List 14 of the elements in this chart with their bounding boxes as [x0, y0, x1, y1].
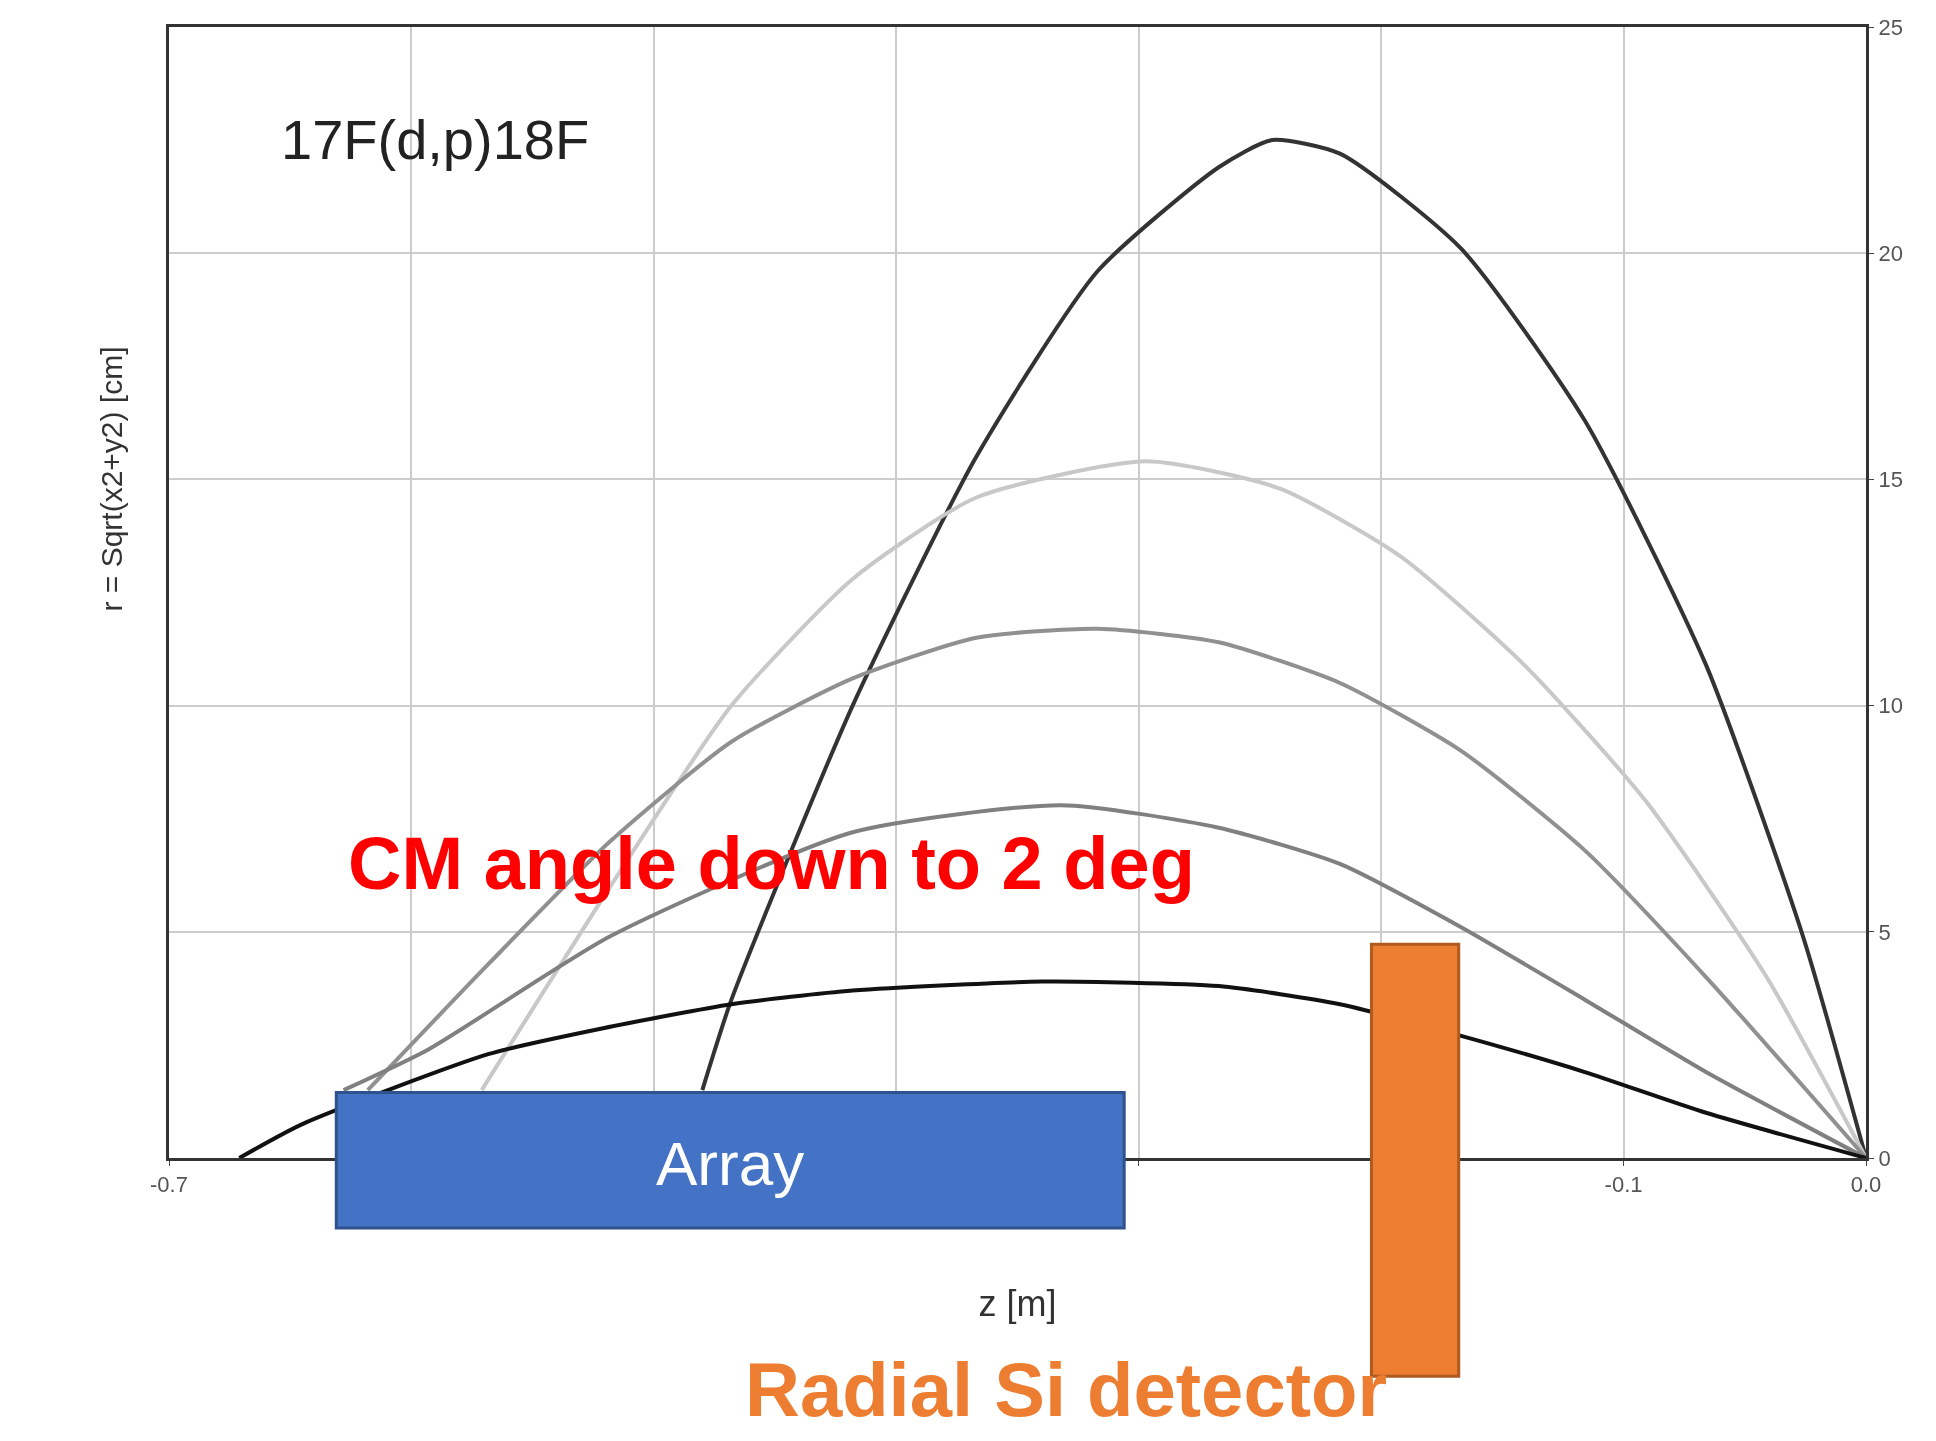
y-tick-label: 20 — [1878, 240, 1903, 266]
text: 17F(d,p)18F — [281, 108, 590, 171]
y-tick-label: 10 — [1878, 693, 1903, 719]
x-tick-label: -0.1 — [1604, 1172, 1643, 1198]
y-tick-label: 5 — [1878, 919, 1891, 945]
x-tick-label: -0.7 — [150, 1172, 188, 1198]
y-tick-label: 0 — [1878, 1145, 1891, 1171]
band-label: Array — [656, 1129, 805, 1198]
x-axis-title: z [m] — [978, 1283, 1057, 1325]
band-label: Radial Si detector — [745, 1347, 1387, 1432]
x-tick-label: 0.0 — [1850, 1172, 1882, 1198]
y-tick-label: 25 — [1878, 14, 1903, 40]
y-tick-label: 15 — [1878, 467, 1903, 493]
y-axis-title: r = Sqrt(x2+y2) [cm] — [94, 346, 128, 612]
